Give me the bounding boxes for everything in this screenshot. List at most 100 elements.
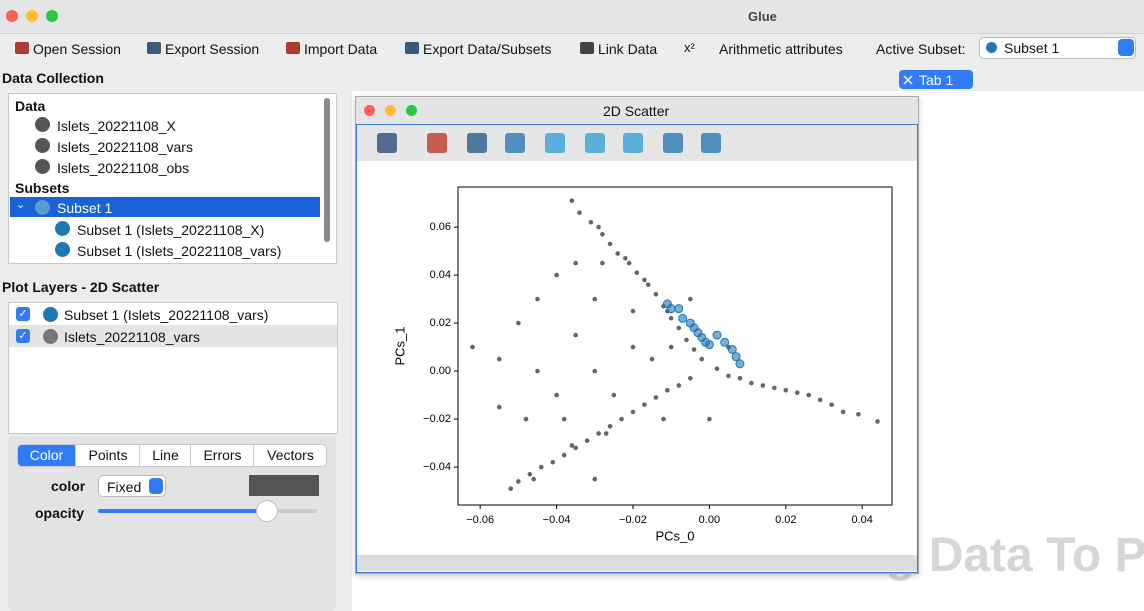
selected-row[interactable]: ⌄ Subset 1 <box>10 197 320 217</box>
toolbar-button[interactable]: Import Data <box>304 41 378 57</box>
section-header: Data <box>15 98 46 114</box>
zoom-button[interactable] <box>46 10 58 22</box>
x-tick-label: 0.04 <box>851 514 872 526</box>
point <box>720 337 730 347</box>
status-bar <box>357 555 917 571</box>
tab-label: Color <box>29 447 64 463</box>
viewer-tool[interactable] <box>427 133 447 153</box>
point <box>611 392 617 398</box>
tab-label: Line <box>152 447 179 463</box>
data-item[interactable]: Islets_20221108_obs <box>57 160 190 176</box>
point <box>600 231 605 237</box>
point <box>875 419 880 424</box>
viewer-tool[interactable] <box>505 133 525 153</box>
point <box>726 373 731 379</box>
point <box>678 313 688 323</box>
layer-icon <box>43 329 58 344</box>
close-button[interactable] <box>6 10 18 22</box>
combo-arrow <box>149 478 163 494</box>
subset-item[interactable]: Subset 1 (Islets_20221108_X) <box>77 222 265 238</box>
point <box>653 395 659 400</box>
point <box>649 356 655 362</box>
title-bar: Glue <box>0 0 1144 34</box>
close-button[interactable] <box>364 105 375 116</box>
data-item[interactable]: Islets_20221108_X <box>57 118 176 134</box>
viewer-tool[interactable] <box>377 133 397 153</box>
style-tab[interactable]: Points <box>75 445 140 466</box>
tab-label: Vectors <box>267 447 314 463</box>
subset-icon <box>55 221 70 236</box>
point <box>684 337 689 343</box>
point <box>527 471 533 477</box>
viewer-toolbar <box>357 125 917 161</box>
point <box>645 282 651 287</box>
data-icon <box>35 159 50 174</box>
style-tab[interactable]: Line <box>139 445 191 466</box>
subset-item[interactable]: Subset 1 (Islets_20221108_vars) <box>77 243 282 259</box>
layer-label: Subset 1 (Islets_20221108_vars) <box>64 307 269 323</box>
viewer-tool[interactable] <box>623 133 643 153</box>
viewer-tool[interactable] <box>663 133 683 153</box>
zoom-button[interactable] <box>406 105 417 116</box>
tab-close[interactable] <box>903 75 913 85</box>
layer-label: Islets_20221108_vars <box>64 329 200 345</box>
checkbox[interactable]: ✓ <box>16 307 30 321</box>
viewer-tool[interactable] <box>585 133 605 153</box>
point <box>619 416 624 422</box>
active-subset: Subset 1 <box>1004 40 1060 56</box>
minimize-button[interactable] <box>26 10 38 22</box>
point <box>603 431 609 436</box>
y-axis-label: PCs_1 <box>392 326 407 365</box>
toolbar-button[interactable]: Export Data/Subsets <box>423 41 552 57</box>
point <box>550 459 556 465</box>
slider-knob[interactable] <box>256 500 278 522</box>
style-tab[interactable]: Errors <box>190 445 254 466</box>
layer-row[interactable]: ✓ Islets_20221108_vars <box>9 325 337 347</box>
plot-frame <box>457 186 893 506</box>
toolbar-button[interactable]: Export Session <box>165 41 260 57</box>
y-tick-label: −0.04 <box>423 461 451 473</box>
active-subset-label: Active Subset: <box>876 41 966 57</box>
minimize-button[interactable] <box>385 105 396 116</box>
viewer-title: 2D Scatter <box>603 103 670 119</box>
color-mode-combo[interactable]: Fixed <box>98 475 166 497</box>
point <box>573 332 578 338</box>
point <box>630 308 636 314</box>
x-tick-label: 0.00 <box>699 514 720 526</box>
color-swatch[interactable] <box>249 475 319 496</box>
toolbar-button[interactable]: Open Session <box>33 41 121 57</box>
toolbar-icon <box>405 42 419 54</box>
opacity-slider[interactable] <box>98 500 317 522</box>
point <box>634 270 640 275</box>
point <box>531 476 536 482</box>
y-tick-label: 0.02 <box>430 317 451 329</box>
point <box>661 416 666 422</box>
point <box>760 383 766 388</box>
point <box>676 325 682 331</box>
point <box>666 304 676 314</box>
data-item[interactable]: Islets_20221108_vars <box>57 139 193 155</box>
toolbar-button[interactable]: Link Data <box>598 41 658 57</box>
scrollbar <box>324 98 330 242</box>
layer-row[interactable]: ✓ Subset 1 (Islets_20221108_vars) <box>9 303 337 325</box>
style-tab[interactable]: Color <box>18 445 75 466</box>
checkbox[interactable]: ✓ <box>16 329 30 343</box>
viewer-tool[interactable] <box>701 133 721 153</box>
style-tab[interactable]: Vectors <box>253 445 327 466</box>
tab[interactable]: Tab 1 <box>899 70 973 89</box>
subset-color <box>986 42 997 53</box>
tab-label: Tab 1 <box>919 72 954 88</box>
toolbar-icon <box>580 42 594 54</box>
panel-title: Data Collection <box>2 70 104 86</box>
point <box>554 392 559 398</box>
viewer-tool[interactable] <box>545 133 565 153</box>
active-subset-combo[interactable]: Subset 1 <box>979 37 1136 59</box>
viewer-frame <box>356 124 918 573</box>
point <box>516 479 521 484</box>
toolbar-button[interactable]: Arithmetic attributes <box>719 41 843 57</box>
point <box>626 260 632 266</box>
data-icon <box>35 117 50 132</box>
viewer-tool[interactable] <box>467 133 487 153</box>
toolbar-icon: x² <box>684 40 695 55</box>
